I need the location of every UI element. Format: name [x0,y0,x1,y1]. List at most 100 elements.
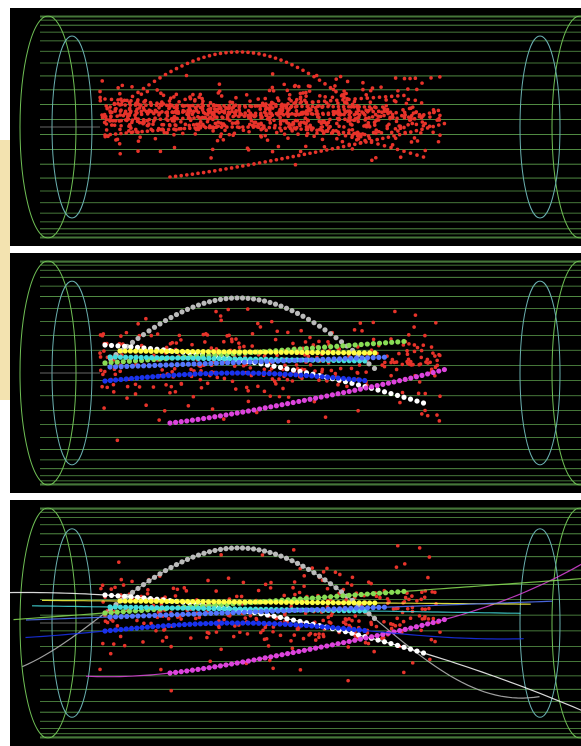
hit [428,658,432,662]
track-hit [204,126,208,130]
track-hit [187,116,191,120]
hit [434,321,438,325]
track-hit [396,94,400,98]
track-hit [119,119,123,123]
hit [428,115,432,119]
track-hit [122,114,126,118]
track-hit [268,126,272,130]
hit [424,360,428,364]
hit [346,645,350,649]
hit [185,74,189,78]
track-hit [325,375,330,380]
hit [125,331,129,335]
hit [99,369,103,373]
hit [428,360,432,364]
track-hit [371,110,375,114]
track-hit [256,371,261,376]
track-hit [279,350,284,355]
track-hit [330,392,335,397]
hit [142,106,146,110]
hit [152,385,156,389]
hit [151,122,155,126]
hit [281,387,285,391]
hit [184,123,188,127]
track-hit [131,95,135,99]
hit [382,114,386,118]
hit [271,150,275,154]
hit [317,632,321,636]
hit [169,645,173,649]
track-hit [134,375,139,380]
hit [223,128,227,132]
track-hit [318,78,322,82]
track-hit [170,355,175,360]
track-hit [246,51,250,55]
track-hit [253,349,258,354]
hit [243,616,247,620]
hit [146,592,150,596]
track-hit [207,104,211,108]
hit [271,86,275,90]
track-hit [326,105,330,109]
track-hit [165,355,170,360]
track-hit [246,125,250,129]
hit [413,136,417,140]
track-hit [257,52,261,56]
track-hit [425,371,430,376]
track-hit [243,111,247,115]
hit [364,117,368,121]
hit [228,100,232,104]
hit [383,361,387,365]
hit [248,99,252,103]
track-hit [203,361,208,366]
hit [420,81,424,85]
track-hit [227,104,231,108]
hit [399,155,403,159]
hit [263,97,267,101]
track-hit [300,314,305,319]
track-hit [251,296,256,301]
hit [230,340,234,344]
hit [299,95,303,99]
track-hit [233,104,237,108]
track-hit [415,129,419,133]
hit [335,137,339,141]
hit [172,587,176,591]
hit [170,385,174,389]
hit [386,597,390,601]
hit [137,139,141,143]
track-hit [158,363,163,368]
track-hit [213,169,217,173]
hit [179,382,183,386]
hit [426,576,430,580]
track-hit [273,302,278,307]
track-hit [273,350,278,355]
hit [374,132,378,136]
track-hit [170,117,174,121]
track-hit [287,113,291,117]
detector-panel [10,8,581,246]
track-hit [388,391,393,396]
track-hit [237,115,241,119]
hit [345,581,349,585]
track-hit [362,350,367,355]
track-hit [215,115,219,119]
hit [177,100,181,104]
track-hit [135,336,140,341]
track-hit [291,400,296,405]
hit [396,89,400,93]
track-hit [147,118,151,122]
track-hit [102,378,107,383]
track-hit [165,104,169,108]
hit [268,89,272,93]
hit [287,395,291,399]
hit [406,87,410,91]
hit [356,371,360,375]
track-hit [190,418,195,423]
track-hit [220,115,224,119]
track-hit [299,112,303,116]
track-hit [175,349,180,354]
hit [317,636,321,640]
hit [346,80,350,84]
hit [372,338,376,342]
